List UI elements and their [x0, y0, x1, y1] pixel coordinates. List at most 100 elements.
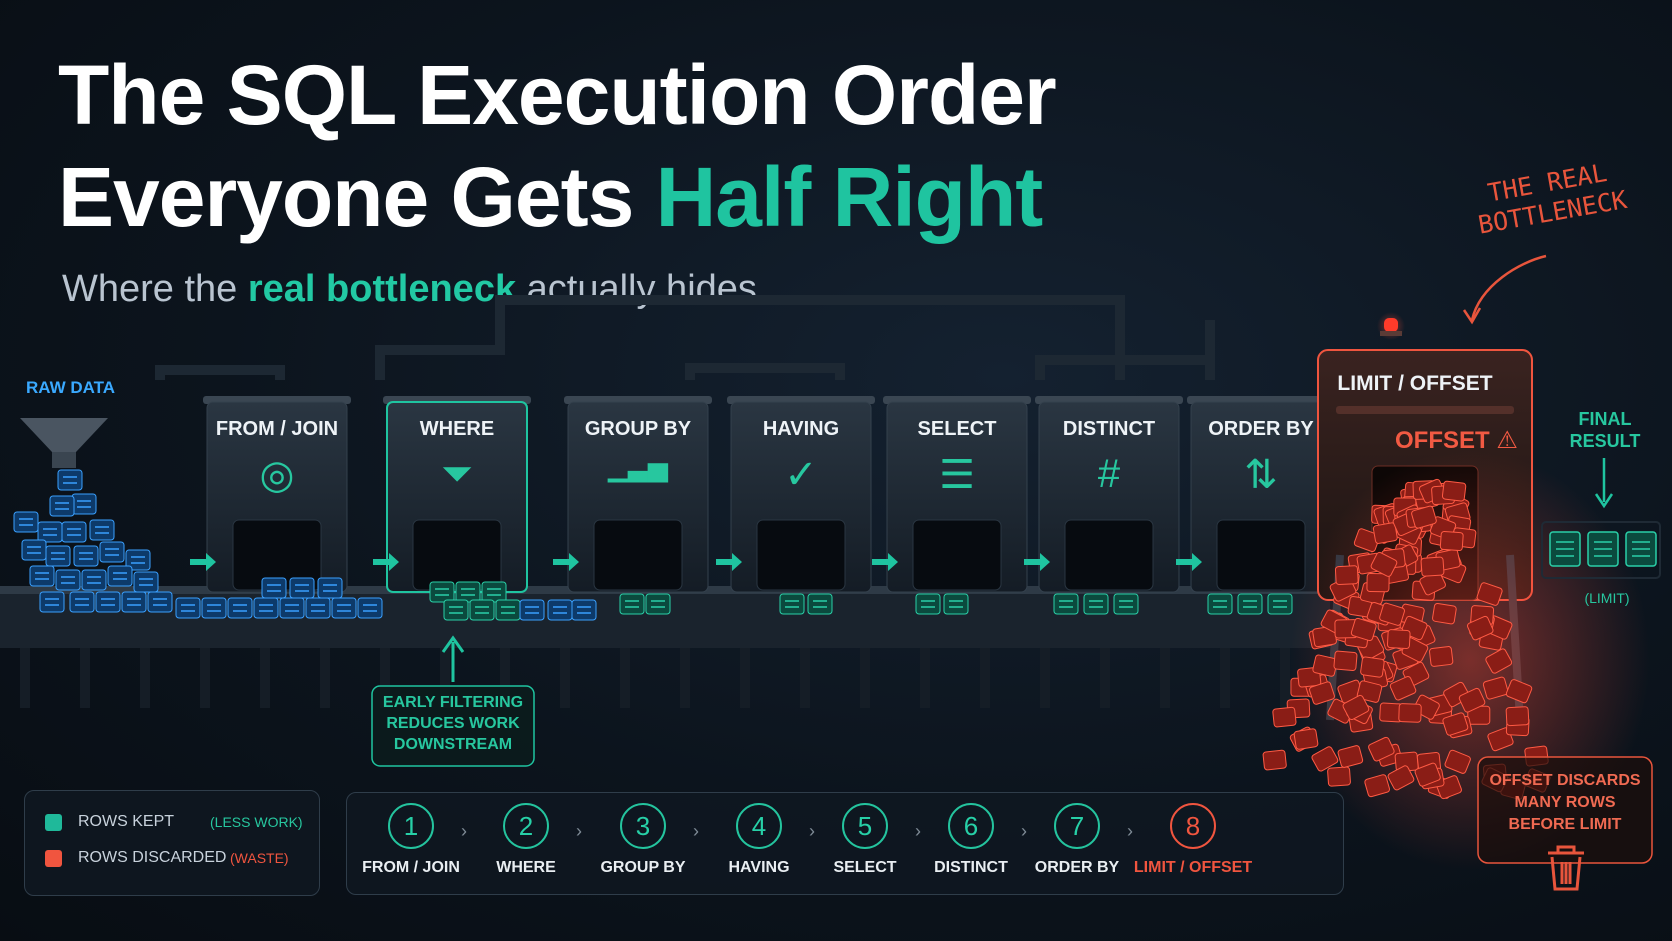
row-discarded [1389, 676, 1417, 701]
step-label: SELECT [833, 859, 897, 876]
step-label: DISTINCT [934, 859, 1008, 876]
row-kept [429, 581, 455, 603]
row-discarded [1364, 774, 1391, 798]
row-discarded [1366, 573, 1390, 593]
row-raw [29, 565, 55, 587]
row-discarded [1370, 551, 1398, 577]
step-label: WHERE [496, 859, 556, 876]
conveyor-leg [80, 648, 90, 708]
conveyor-leg [440, 648, 450, 708]
step-arrow-icon: › [1127, 821, 1133, 841]
offset-label: OFFSET ⚠ [1395, 426, 1518, 455]
legend-label-discarded: ROWS DISCARDED [78, 849, 227, 866]
row-kept [443, 599, 469, 621]
raw-data-label: RAW DATA [26, 378, 116, 397]
conveyor-leg [20, 648, 30, 708]
row-kept [1053, 593, 1079, 615]
row-discarded [1442, 712, 1469, 736]
row-discarded [1439, 530, 1464, 552]
row-raw [55, 569, 81, 591]
row-raw [253, 597, 279, 619]
trash-icon [1548, 845, 1584, 891]
step-label: ORDER BY [1034, 859, 1120, 876]
conveyor-leg [800, 648, 810, 708]
row-kept [619, 593, 645, 615]
row-discarded [1293, 728, 1319, 750]
row-raw [99, 541, 125, 563]
row-discarded [1337, 745, 1364, 768]
step-4: 4 HAVING [699, 803, 819, 877]
bar-chart-icon: ▁▃▅ [608, 452, 668, 482]
row-discarded [1444, 749, 1471, 774]
row-raw [69, 591, 95, 613]
flow-arrow [1176, 553, 1202, 571]
conveyor-leg [1280, 648, 1290, 708]
row-raw [331, 597, 357, 619]
step-label: LIMIT / OFFSET [1133, 859, 1253, 876]
step-2: 2 WHERE [466, 803, 586, 877]
stage-label-3: GROUP BY [584, 418, 692, 440]
row-raw [357, 597, 383, 619]
limit-stage-label: LIMIT / OFFSET [1337, 372, 1493, 395]
offset-note-line-3: BEFORE LIMIT [1508, 816, 1622, 833]
venn-circles-icon: ◎ [259, 453, 295, 497]
title-line-2-plain: Everyone Gets [58, 150, 634, 244]
final-result-label: FINAL RESULT [1558, 408, 1652, 452]
row-kept [455, 581, 481, 603]
final-row [1587, 531, 1619, 567]
row-raw [147, 591, 173, 613]
row-raw [13, 511, 39, 533]
row-discarded [1333, 650, 1358, 671]
legend-row-discarded: ROWS DISCARDED (WASTE) [45, 849, 289, 867]
funnel-icon: ⏷ [441, 452, 473, 496]
step-arrow-icon: › [461, 821, 467, 841]
conveyor-leg [560, 648, 570, 708]
conveyor-leg [620, 648, 630, 708]
row-discarded [1387, 765, 1415, 791]
conveyor-leg [200, 648, 210, 708]
execution-order-steps: 1 FROM / JOIN › 2 WHERE › 3 GROUP BY › 4 HAVING › 5 S… [346, 792, 1344, 895]
step-arrow-icon: › [693, 821, 699, 841]
conveyor-leg [680, 648, 690, 708]
early-filter-line-1: EARLY FILTERING [382, 694, 524, 711]
final-result-line-2: RESULT [1569, 431, 1641, 451]
final-row [1625, 531, 1657, 567]
title-line-2: Everyone Gets Half Right [58, 146, 1056, 248]
row-kept [1237, 593, 1263, 615]
conveyor-leg [1040, 648, 1050, 708]
conveyor-leg [920, 648, 930, 708]
conveyor-leg [140, 648, 150, 708]
machine-select [883, 396, 1031, 593]
row-kept [807, 593, 833, 615]
row-discarded [1482, 676, 1509, 700]
list-icon: ☰ [939, 453, 975, 497]
row-raw [279, 597, 305, 619]
step-6: 6 DISTINCT [911, 803, 1031, 877]
machine-where [383, 396, 531, 593]
row-kept [915, 593, 941, 615]
row-raw [107, 565, 133, 587]
row-kept [1207, 593, 1233, 615]
flow-arrow [373, 553, 399, 571]
flow-arrow [553, 553, 579, 571]
step-label: FROM / JOIN [362, 859, 460, 876]
row-kept [943, 593, 969, 615]
check-circle-icon: ✓ [784, 453, 818, 497]
flow-arrow [190, 553, 216, 571]
row-discarded [1476, 582, 1503, 606]
row-raw [39, 591, 65, 613]
row-raw [547, 599, 573, 621]
title-line-2-accent: Half Right [655, 150, 1044, 244]
step-8: 8 LIMIT / OFFSET [1133, 803, 1253, 877]
legend-note-kept: (LESS WORK) [210, 814, 303, 830]
row-discarded [1353, 528, 1380, 553]
bottleneck-arrow [1470, 254, 1547, 321]
conveyor-leg [1100, 648, 1110, 708]
offset-note-line-1: OFFSET DISCARDS [1489, 772, 1641, 789]
row-discarded [1386, 629, 1411, 649]
row-discarded [1441, 480, 1467, 502]
step-arrow-icon: › [809, 821, 815, 841]
row-kept [469, 599, 495, 621]
machine-distinct [1035, 396, 1183, 593]
row-discarded [1420, 556, 1445, 577]
